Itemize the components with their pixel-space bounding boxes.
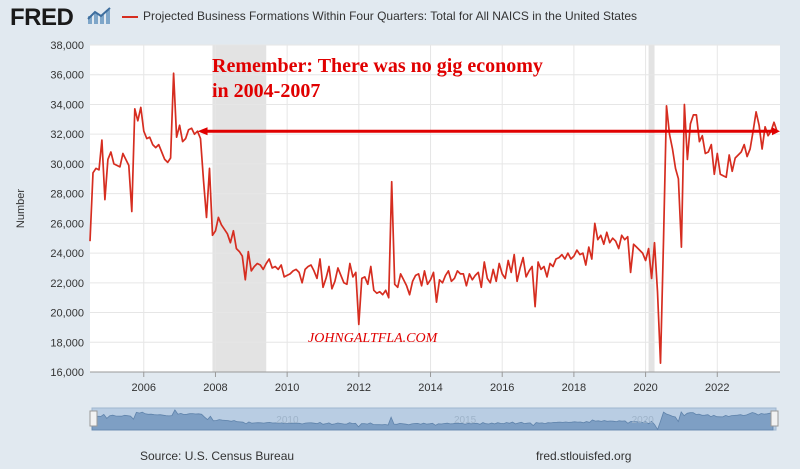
x-tick-label: 2016: [490, 382, 514, 394]
y-tick-label: 26,000: [50, 218, 84, 230]
series-line: [89, 72, 778, 364]
x-tick-label: 2018: [562, 382, 586, 394]
reference-arrow-left: [197, 127, 208, 136]
recession-band: [212, 45, 267, 372]
navigator-area: [91, 409, 774, 431]
x-tick-label: 2022: [705, 382, 729, 394]
watermark-text: JOHNGALTFLA.COM: [308, 331, 439, 346]
chart-title: Projected Business Formations Within Fou…: [143, 9, 637, 23]
y-tick-label: 30,000: [50, 159, 84, 171]
navigator-tick-label: 2015: [454, 415, 477, 426]
y-tick-label: 36,000: [50, 70, 84, 82]
x-tick-label: 2012: [347, 382, 371, 394]
legend-swatch: [122, 15, 138, 18]
plot-area: [90, 45, 780, 372]
y-tick-label: 34,000: [50, 99, 84, 111]
x-tick-label: 2008: [203, 382, 227, 394]
annotation-headline-line1: Remember: There was no gig economy: [212, 55, 543, 77]
chart-legend: Projected Business Formations Within Fou…: [122, 9, 637, 23]
footer-link[interactable]: fred.stlouisfed.org: [536, 449, 632, 463]
y-tick-label: 20,000: [50, 308, 84, 320]
x-tick-label: 2010: [275, 382, 299, 394]
fred-logo[interactable]: FRED: [10, 4, 74, 31]
y-tick-label: 28,000: [50, 189, 84, 201]
reference-arrow-right: [772, 127, 780, 136]
recession-band: [648, 45, 655, 372]
x-tick-label: 2020: [633, 382, 657, 394]
navigator-handle-right[interactable]: [770, 410, 779, 427]
handle-grip[interactable]: [770, 410, 779, 427]
chart-line-icon: [87, 7, 111, 24]
x-tick-label: 2006: [132, 382, 156, 394]
x-tick-label: 2014: [418, 382, 442, 394]
y-axis-label: Number: [15, 189, 27, 228]
handle-grip[interactable]: [89, 410, 98, 427]
annotation-headline-line2: in 2004-2007: [212, 80, 320, 102]
footer-source: Source: U.S. Census Bureau: [140, 449, 295, 463]
navigator-tick-label: 2010: [276, 415, 299, 426]
y-tick-label: 24,000: [50, 248, 84, 260]
y-tick-label: 18,000: [50, 337, 84, 349]
navigator-handle-left[interactable]: [89, 410, 98, 427]
y-tick-label: 32,000: [50, 129, 84, 141]
navigator-tick-label: 2020: [632, 415, 655, 426]
y-tick-label: 16,000: [50, 367, 84, 379]
y-tick-label: 22,000: [50, 278, 84, 290]
y-tick-label: 38,000: [50, 40, 84, 52]
